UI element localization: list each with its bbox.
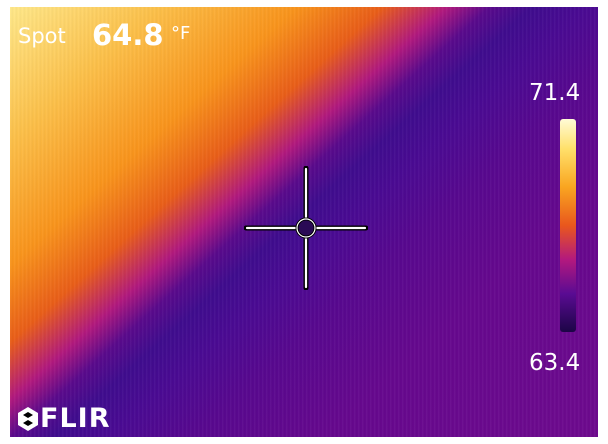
flir-logo-text: FLIR [40, 403, 111, 434]
crosshair-icon [244, 166, 368, 290]
spot-temperature-value: 64.8 [92, 18, 164, 52]
temperature-colorbar [560, 119, 576, 332]
thermal-image: Spot 64.8 °F 71.4 63.4 FLIR [10, 7, 598, 437]
flir-logo: FLIR [16, 403, 136, 435]
spot-temperature-unit: °F [171, 23, 191, 44]
flir-logo-icon [18, 407, 38, 431]
spot-label: Spot [18, 24, 66, 48]
scale-max-value: 71.4 [529, 80, 581, 106]
scale-min-value: 63.4 [529, 350, 581, 376]
